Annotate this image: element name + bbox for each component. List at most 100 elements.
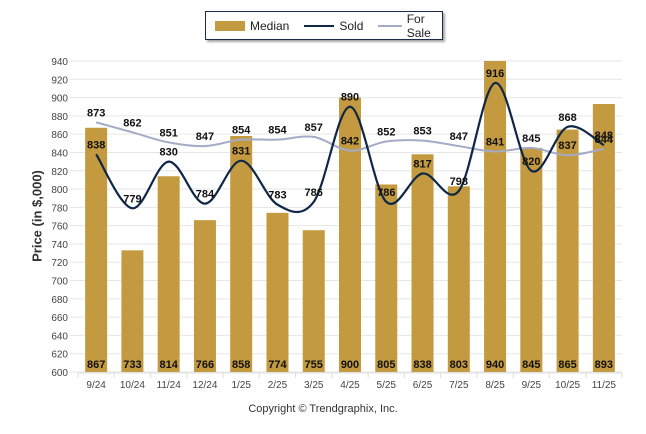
for-sale-value-label: 862 [123,117,141,129]
median-value-label: 814 [159,359,178,371]
y-tick-label: 860 [51,130,68,141]
series-lines [95,81,605,214]
x-tick-label: 6/25 [413,380,433,391]
legend-item-median[interactable]: Median [215,19,289,33]
sold-value-label: 784 [196,189,215,201]
median-bar [484,61,507,372]
y-tick-label: 640 [51,331,68,342]
x-axis: 9/24 10/24 11/24 12/24 1/25 2/25 3/25 4/25 5/25 6… [77,372,623,391]
for-sale-value-label: 837 [558,140,576,152]
data-labels: 867 733 814 766 858 774 755 900 805 838 803 940 845 8… [87,68,614,371]
sold-value-label: 779 [123,193,141,205]
y-tick-label: 700 [51,277,68,288]
median-bar [266,212,289,372]
sold-value-label: 786 [305,187,323,199]
for-sale-line-icon [378,24,402,27]
sold-value-label: 830 [159,147,177,159]
y-tick-label: 760 [51,222,68,233]
for-sale-value-label: 845 [522,133,540,145]
x-tick-label: 1/25 [231,380,251,391]
sold-value-label: 820 [522,156,540,168]
for-sale-value-label: 853 [413,126,431,138]
median-value-label: 766 [196,359,214,371]
median-value-label: 893 [595,359,613,371]
y-axis-ticks: 600 620 640 660 680 700 720 740 760 780 800 820 840 8… [51,57,68,379]
median-swatch-icon [215,20,245,31]
sold-line-icon [304,24,335,27]
for-sale-value-label: 847 [450,131,468,143]
x-tick-label: 2/25 [268,380,288,391]
y-axis-label: Price (in $,000) [29,170,45,262]
y-tick-label: 720 [51,258,68,269]
median-bar [375,184,398,372]
for-sale-value-label: 854 [268,125,287,137]
y-tick-label: 880 [51,112,68,123]
y-tick-label: 820 [51,167,68,178]
y-tick-label: 740 [51,240,68,251]
legend-item-sold[interactable]: Sold [298,19,363,33]
y-tick-label: 780 [51,203,68,214]
for-sale-value-label: 854 [232,125,251,137]
median-value-label: 733 [123,359,141,371]
median-value-label: 867 [87,359,105,371]
median-value-label: 838 [413,359,431,371]
x-tick-label: 12/24 [192,380,217,391]
median-bar [447,186,470,372]
legend: Median Sold For Sale [205,11,443,40]
median-value-label: 865 [558,359,576,371]
sold-value-label: 916 [486,68,504,80]
median-bar [193,220,216,372]
y-tick-label: 840 [51,148,68,159]
legend-label-median: Median [250,18,290,33]
sold-value-label: 848 [595,130,613,142]
x-tick-label: 5/25 [377,380,397,391]
sold-value-label: 838 [87,139,105,151]
median-value-label: 803 [450,359,468,371]
median-value-label: 805 [377,359,395,371]
x-tick-label: 10/25 [555,380,580,391]
for-sale-value-label: 844 [595,134,614,146]
median-value-label: 755 [305,359,323,371]
for-sale-value-label: 873 [87,107,105,119]
x-tick-label: 11/25 [592,380,617,391]
for-sale-value-label: 852 [377,126,395,138]
median-bar [230,136,253,372]
x-tick-label: 11/24 [157,380,182,391]
median-value-label: 858 [232,359,250,371]
median-value-label: 940 [486,359,504,371]
median-bar [121,250,144,372]
y-tick-label: 660 [51,313,68,324]
sold-value-label: 831 [232,146,250,158]
y-tick-label: 800 [51,185,68,196]
legend-label-sold: Sold [339,18,364,33]
median-bar [556,129,579,372]
for-sale-value-label: 851 [159,127,177,139]
sold-value-label: 798 [450,176,468,188]
x-tick-label: 8/25 [485,380,505,391]
for-sale-value-label: 847 [196,131,214,143]
x-tick-label: 10/24 [120,380,145,391]
sold-value-label: 890 [341,92,359,104]
legend-label-for-sale: For Sale [406,11,431,40]
x-tick-label: 4/25 [340,380,360,391]
median-value-label: 900 [341,359,359,371]
legend-item-for-sale[interactable]: For Sale [372,12,442,40]
sold-value-label: 783 [268,190,286,202]
for-sale-value-label: 841 [486,137,504,149]
y-tick-label: 920 [51,75,68,86]
sold-value-label: 817 [413,159,431,171]
median-bars [85,61,615,373]
median-bar [411,154,434,372]
y-tick-label: 940 [51,57,68,68]
x-tick-label: 3/25 [304,380,324,391]
median-bar [85,127,108,372]
median-bar [520,147,543,372]
x-tick-label: 9/24 [86,380,106,391]
median-value-label: 845 [522,359,540,371]
sold-value-label: 786 [377,187,395,199]
copyright-text: Copyright © Trendgraphix, Inc. [248,403,398,415]
median-value-label: 774 [268,359,287,371]
sold-line [95,81,605,214]
y-tick-label: 900 [51,94,68,105]
